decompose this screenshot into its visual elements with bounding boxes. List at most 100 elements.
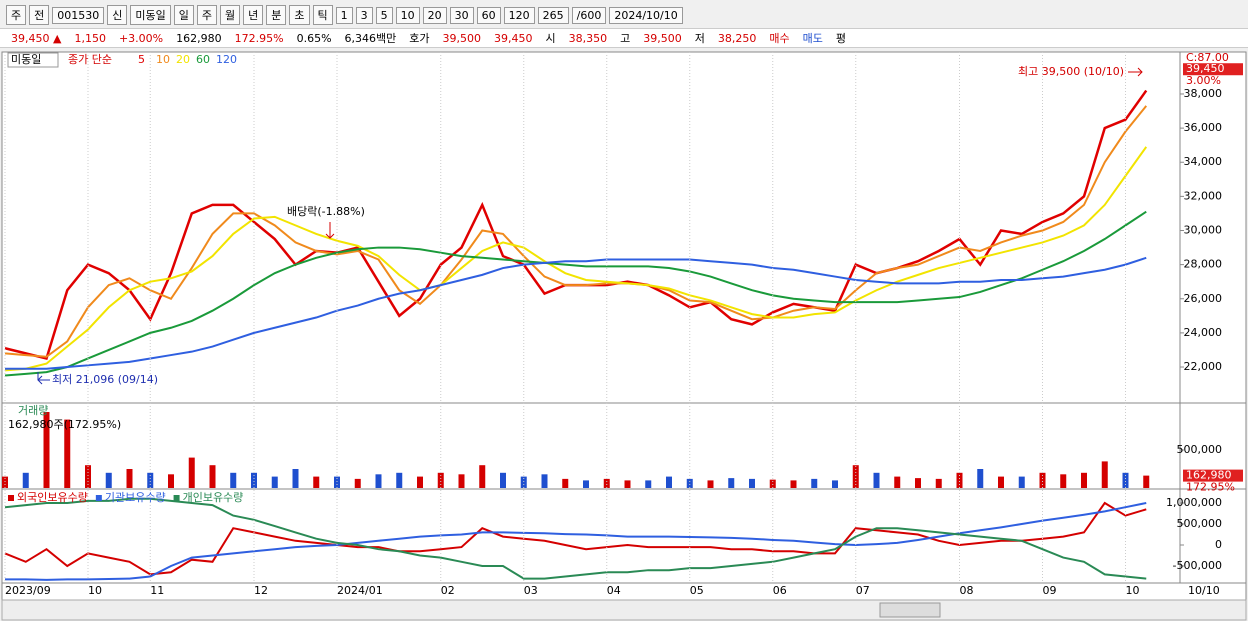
toolbar-item[interactable]: 265 <box>537 6 569 24</box>
quote-bar: 39,450 ▲ 1,150 +3.00% 162,980 172.95% 0.65% 6,… <box>0 28 1248 48</box>
top-label: C:87.00 <box>1186 51 1229 64</box>
toolbar-item[interactable]: 주 <box>196 5 217 25</box>
scroll-buttons[interactable] <box>879 602 941 618</box>
toolbar-item[interactable]: 5 <box>375 6 393 24</box>
volume-bar <box>64 419 71 488</box>
line-series <box>4 146 1148 372</box>
volume-bar <box>230 472 237 488</box>
quote-item: 저 <box>694 32 705 45</box>
quote-item: 평 <box>835 32 847 45</box>
legend-entry: 120 <box>216 53 237 66</box>
volume-bar <box>500 472 506 488</box>
volume-bar <box>85 465 91 488</box>
quote-item: 0.65% <box>296 31 332 45</box>
legend-entry: 기관보유수량 <box>105 491 166 504</box>
legend-entry: 60 <box>196 53 210 66</box>
volume-bar <box>126 468 133 488</box>
volume-bar <box>105 472 112 488</box>
quote-item: 호가 <box>409 32 430 45</box>
quote-item: 시 <box>545 32 556 45</box>
toolbar-item[interactable]: 틱 <box>312 5 333 25</box>
y-tick-label: 38,000 <box>1184 87 1223 100</box>
toolbar-item[interactable]: 일 <box>173 5 194 25</box>
legend-entry: 20 <box>176 53 190 66</box>
volume-bar <box>749 478 755 488</box>
legend-prefix: 종가 단순 <box>68 53 112 66</box>
current-label: 162,980 <box>1186 469 1232 482</box>
volume-bar <box>458 474 465 488</box>
volume-bar <box>43 411 50 488</box>
y-tick-label: 22,000 <box>1184 360 1223 373</box>
y-tick-label: 24,000 <box>1184 326 1223 339</box>
arrow-high <box>1128 67 1143 77</box>
volume-bar <box>1039 472 1046 488</box>
x-tick-label: 04 <box>607 584 621 597</box>
quote-item: 6,346백만 <box>344 32 397 45</box>
toolbar-item[interactable]: 60 <box>476 6 501 24</box>
quote-item: 39,450 <box>494 31 533 45</box>
volume-bar <box>1060 474 1067 488</box>
toolbar-item[interactable]: 전 <box>29 5 50 25</box>
volume-bar <box>728 478 735 488</box>
scrollbar[interactable] <box>1 599 1247 621</box>
toolbar-item[interactable]: 10 <box>395 6 420 24</box>
current-change: 3.00% <box>1186 74 1221 87</box>
toolbar-item[interactable]: 초 <box>289 5 310 25</box>
toolbar-item[interactable]: 주 <box>6 5 27 25</box>
volume-bar <box>168 474 174 488</box>
toolbar-item[interactable]: 2024/10/10 <box>609 6 683 24</box>
toolbar-item[interactable]: 미동일 <box>130 5 171 25</box>
quote-item: 39,500 <box>442 31 482 45</box>
quote-item: 1,150 <box>74 31 106 45</box>
legend-swatch <box>95 495 102 501</box>
volume-bar <box>334 476 340 488</box>
volume-bar <box>1143 475 1150 488</box>
toolbar-item[interactable]: 년 <box>243 5 264 25</box>
volume-bar <box>271 476 278 488</box>
quote-item: 38,350 <box>568 31 608 45</box>
volume-bar <box>666 476 672 488</box>
toolbar-item[interactable]: 월 <box>220 5 241 25</box>
volume-bar <box>1081 472 1087 488</box>
toolbar-item[interactable]: 1 <box>335 6 353 24</box>
legend-entry: 10 <box>156 53 170 66</box>
toolbar-item[interactable]: 20 <box>422 6 447 24</box>
volume-title: 거래량 <box>18 404 48 417</box>
volume-bar <box>292 468 299 488</box>
volume-bar <box>1101 461 1108 488</box>
quote-item: 39,500 <box>643 31 682 45</box>
x-tick-label: 10 <box>1126 584 1140 597</box>
toolbar-item[interactable]: 120 <box>503 6 535 24</box>
line-series <box>4 105 1148 358</box>
line-series <box>5 256 1147 370</box>
toolbar-item[interactable]: /600 <box>571 6 607 24</box>
chart-frame <box>1 51 1247 601</box>
stock-name: 미동일 <box>11 52 41 66</box>
quote-item: 매도 <box>802 32 823 45</box>
stock-box <box>7 52 59 68</box>
x-tick-label: 11 <box>150 584 164 597</box>
current-box <box>1183 469 1243 482</box>
volume-bar <box>769 479 776 488</box>
volume-bar <box>479 465 486 488</box>
quote-item: 38,250 <box>717 31 757 45</box>
volume-bar <box>562 478 569 488</box>
y-tick-label: 36,000 <box>1184 121 1223 134</box>
quote-item: 매수 <box>769 32 790 45</box>
quote-item: 172.95% <box>234 31 284 45</box>
volume-bar <box>707 480 714 488</box>
toolbar-item[interactable]: 3 <box>355 6 373 24</box>
current-box <box>1183 63 1243 76</box>
volume-bar <box>147 472 154 488</box>
toolbar-item[interactable]: 신 <box>107 5 128 25</box>
x-tick-label: 07 <box>856 584 870 597</box>
toolbar-item[interactable]: 30 <box>449 6 474 24</box>
toolbar-item[interactable]: 분 <box>266 5 287 25</box>
volume-bar <box>645 480 652 488</box>
volume-bar <box>790 480 797 488</box>
volume-bar <box>852 465 859 488</box>
toolbar-item[interactable]: 001530 <box>52 6 105 24</box>
volume-bar <box>396 472 403 488</box>
y-tick-label: 0 <box>1215 538 1222 551</box>
